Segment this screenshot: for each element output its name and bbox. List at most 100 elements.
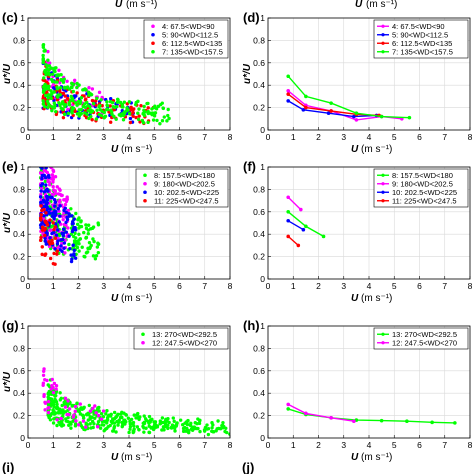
scatter-point-g-s0: [99, 412, 104, 416]
scatter-point-g-s0: [54, 398, 58, 403]
scatter-point-c-s3: [46, 93, 51, 97]
legend-swatch-marker-c: [151, 41, 155, 46]
scatter-point-g-s0: [88, 415, 92, 419]
scatter-point-c-s3: [115, 97, 120, 101]
scatter-point-e-s2: [45, 197, 49, 202]
y-tick-label-h: 0.2: [253, 411, 265, 421]
scatter-point-e-s0: [82, 254, 86, 259]
scatter-point-e-s1: [44, 148, 47, 151]
x-tick-label-g: 8: [228, 440, 233, 450]
scatter-point-c-s3: [45, 64, 50, 69]
scatter-point-e-s0: [43, 179, 48, 184]
y-tick-label-e: 1: [20, 162, 25, 172]
legend-entry-d: 6: 112.5<WD<135: [392, 39, 452, 48]
scatter-point-e-s0: [77, 249, 81, 253]
legend-entry-e: 9: 180<WD<202.5: [154, 179, 215, 188]
x-tick-label-e: 3: [101, 281, 106, 291]
scatter-point-e-s0: [40, 158, 43, 161]
scatter-point-g-s1: [42, 367, 46, 371]
scatter-point-c-s3: [43, 49, 47, 53]
scatter-point-e-s0: [86, 223, 91, 227]
x-axis-unit-g: (m s⁻¹): [121, 452, 152, 463]
x-axis-title-f: U: [351, 293, 359, 304]
scatter-point-e-s2: [73, 256, 78, 260]
series-marker-d-s1: [352, 114, 356, 119]
scatter-point-c-s0: [87, 85, 91, 90]
scatter-point-c-s3: [62, 112, 67, 117]
series-marker-d-s1: [286, 99, 291, 103]
scatter-point-e-s2: [53, 247, 57, 251]
panel-label-h: (h): [243, 318, 260, 333]
scatter-point-g-s0: [47, 396, 51, 400]
scatter-point-e-s2: [59, 244, 63, 248]
y-tick-label-f: 1: [260, 162, 265, 172]
scatter-point-c-s3: [154, 107, 159, 111]
series-marker-d-s0: [286, 89, 291, 93]
x-tick-label-d: 3: [341, 132, 346, 142]
scatter-point-g-s0: [216, 419, 220, 423]
scatter-point-g-s0: [147, 421, 151, 425]
scatter-point-e-s1: [39, 149, 42, 152]
scatter-point-g-s0: [108, 423, 112, 428]
y-tick-label-d: 0.2: [253, 103, 265, 113]
x-tick-label-e: 0: [26, 281, 31, 291]
scatter-point-g-s0: [137, 417, 141, 422]
series-marker-f-s3: [286, 234, 291, 239]
scatter-point-g-s0: [151, 427, 156, 432]
scatter-point-c-s3: [49, 89, 53, 93]
legend-swatch-marker-f: [381, 182, 385, 186]
x-tick-label-h: 2: [316, 440, 321, 450]
panel-label-j: (j): [242, 460, 254, 474]
scatter-point-g-s0: [166, 426, 170, 431]
scatter-point-g-s1: [54, 387, 58, 391]
legend-box-e: [135, 168, 229, 208]
scatter-point-e-s1: [40, 162, 43, 165]
scatter-point-c-s2: [45, 90, 49, 95]
series-line-f-s2: [287, 220, 304, 231]
legend-swatch-marker-g: [141, 332, 145, 337]
scatter-point-c-s3: [48, 73, 52, 77]
scatter-point-e-s1: [39, 133, 42, 136]
scatter-point-e-s1: [39, 131, 42, 134]
scatter-point-g-s0: [172, 426, 177, 430]
series-marker-f-s3: [296, 243, 301, 248]
scatter-point-c-s3: [49, 96, 53, 100]
scatter-point-c-s2: [66, 96, 70, 101]
scatter-point-c-s3: [51, 72, 55, 76]
scatter-point-e-s2: [40, 173, 44, 178]
scatter-point-e-s1: [45, 170, 50, 175]
series-marker-h-s1: [304, 411, 308, 416]
scatter-point-c-s3: [52, 90, 56, 94]
scatter-point-g-s0: [137, 427, 141, 432]
scatter-point-g-s0: [57, 420, 61, 425]
x-tick-label-c: 0: [26, 132, 31, 142]
scatter-point-g-s0: [112, 426, 116, 430]
scatter-point-g-s0: [114, 430, 118, 434]
x-tick-label-g: 5: [152, 440, 157, 450]
x-tick-label-c: 8: [228, 132, 233, 142]
scatter-point-g-s0: [77, 408, 81, 412]
scatter-point-c-s3: [41, 53, 45, 58]
scatter-point-e-s3: [39, 204, 43, 208]
series-marker-f-s1: [299, 207, 303, 212]
scatter-point-c-s2: [54, 112, 59, 117]
scatter-point-e-s0: [69, 207, 73, 211]
series-marker-d-s3: [407, 115, 412, 120]
scatter-point-g-s0: [173, 429, 177, 433]
scatter-point-c-s2: [108, 120, 113, 124]
y-tick-label-g: 0.8: [13, 343, 25, 353]
scatter-point-e-s2: [62, 227, 66, 232]
scatter-point-g-s0: [142, 414, 146, 418]
scatter-point-e-s1: [40, 163, 43, 166]
series-marker-h-s0: [453, 421, 457, 425]
scatter-point-c-s3: [151, 118, 156, 122]
scatter-point-e-s1: [40, 151, 43, 154]
x-tick-label-h: 6: [417, 440, 422, 450]
scatter-point-g-s0: [171, 416, 175, 420]
scatter-point-e-s2: [62, 208, 66, 213]
data-layer-e: [38, 131, 101, 266]
y-tick-label-d: 0.6: [253, 58, 265, 68]
scatter-point-g-s1: [95, 425, 100, 429]
panel-label-f: (f): [243, 159, 256, 174]
y-tick-label-g: 0: [20, 433, 25, 443]
